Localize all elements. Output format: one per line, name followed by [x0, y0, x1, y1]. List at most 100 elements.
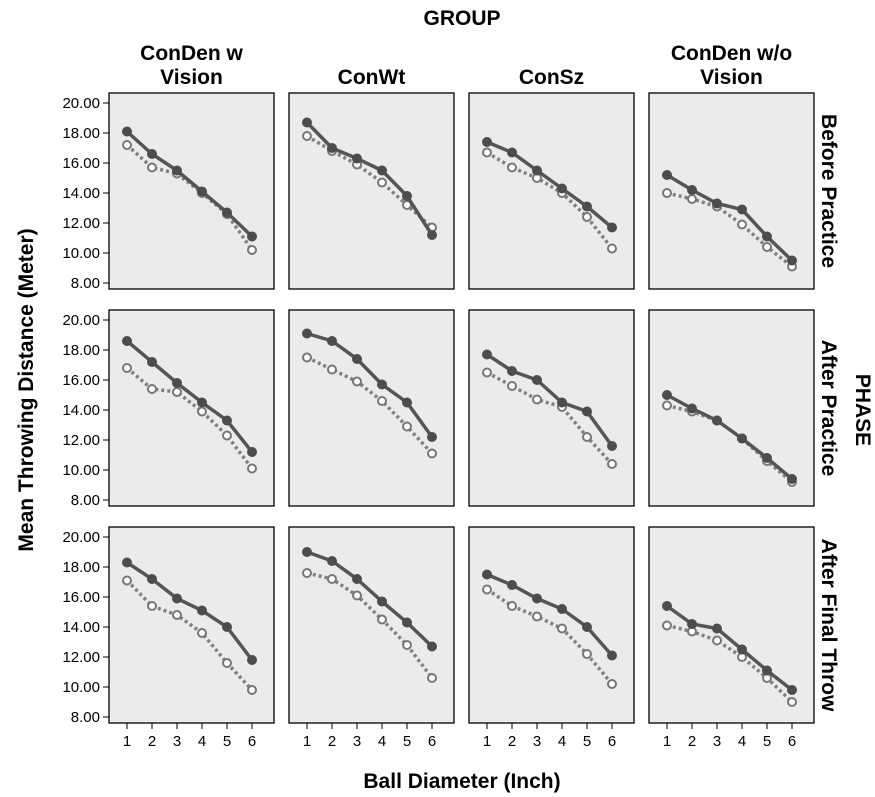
data-point-solid: [327, 336, 337, 346]
data-point-solid: [557, 183, 567, 194]
data-point-open: [302, 568, 312, 578]
x-tick-label: 6: [248, 733, 256, 750]
data-point-solid: [427, 641, 437, 652]
column-header-line2: ConSz: [519, 66, 584, 89]
y-tick-label: 14.00: [62, 619, 100, 636]
data-point-open: [352, 376, 362, 387]
data-point-open: [327, 574, 337, 584]
x-tick-label: 3: [353, 733, 361, 750]
data-point-solid: [352, 574, 362, 584]
data-point-open: [402, 421, 412, 432]
data-point-open: [247, 463, 257, 474]
data-point-solid: [482, 137, 492, 147]
data-point-solid: [197, 605, 207, 616]
data-point-solid: [787, 474, 797, 484]
data-point-solid: [222, 207, 232, 218]
data-point-solid: [482, 349, 492, 360]
x-tick-label: 1: [303, 733, 311, 750]
data-point-solid: [762, 453, 772, 463]
x-tick-label: 1: [123, 733, 131, 750]
y-tick-label: 16.00: [62, 155, 100, 172]
data-point-open: [787, 697, 797, 707]
data-point-solid: [172, 165, 182, 176]
data-point-solid: [737, 433, 747, 444]
panel-background: [108, 92, 275, 290]
data-point-open: [532, 611, 542, 622]
x-tick-label: 1: [483, 733, 491, 750]
data-point-open: [482, 367, 492, 378]
data-point-solid: [402, 191, 412, 201]
data-point-solid: [607, 441, 617, 451]
data-point-open: [427, 673, 437, 683]
data-point-solid: [737, 644, 747, 655]
column-header-line1: ConDen w: [140, 42, 243, 65]
data-point-solid: [582, 201, 592, 212]
y-tick-label: 8.00: [71, 275, 100, 292]
y-tick-label: 12.00: [62, 432, 100, 449]
y-tick-label: 10.00: [62, 245, 100, 262]
data-point-solid: [377, 165, 387, 176]
data-point-open: [147, 162, 157, 173]
data-point-solid: [482, 569, 492, 580]
data-point-open: [687, 194, 697, 204]
panel-background: [288, 92, 455, 290]
x-axis-label: Ball Diameter (Inch): [363, 770, 560, 793]
data-point-solid: [687, 403, 697, 414]
data-point-solid: [222, 622, 232, 632]
data-point-solid: [687, 185, 697, 195]
x-tick-label: 4: [558, 733, 566, 750]
series-line-dotted: [125, 366, 254, 470]
data-point-open: [402, 640, 412, 650]
x-tick-label: 4: [738, 733, 746, 750]
panel-background: [108, 309, 275, 507]
y-tick-label: 8.00: [71, 709, 100, 726]
data-point-open: [302, 131, 312, 141]
data-point-solid: [712, 623, 722, 634]
x-tick-label: 2: [688, 733, 696, 750]
data-point-open: [352, 590, 362, 601]
data-point-solid: [222, 415, 232, 426]
data-point-solid: [532, 593, 542, 604]
data-point-open: [197, 406, 207, 417]
data-point-open: [507, 162, 517, 173]
data-point-open: [662, 620, 672, 631]
column-header-line1: ConDen w/o: [671, 42, 792, 65]
series-line-dotted: [125, 579, 254, 692]
x-tick-label: 3: [713, 733, 721, 750]
x-tick-label: 6: [788, 733, 796, 750]
series-line-dotted: [666, 623, 794, 704]
data-point-open: [507, 381, 517, 391]
y-tick-label: 14.00: [62, 185, 100, 202]
data-point-open: [147, 601, 157, 611]
y-tick-label: 16.00: [62, 589, 100, 606]
data-point-solid: [762, 231, 772, 242]
data-point-solid: [147, 149, 157, 159]
y-tick-label: 12.00: [62, 649, 100, 666]
data-point-open: [582, 649, 592, 659]
data-point-open: [607, 679, 617, 689]
data-point-solid: [762, 665, 772, 676]
x-tick-label: 2: [328, 733, 336, 750]
data-point-open: [662, 400, 672, 411]
data-point-open: [122, 575, 132, 586]
y-tick-label: 18.00: [62, 125, 100, 142]
data-point-open: [762, 242, 772, 252]
data-point-open: [327, 364, 337, 375]
data-point-solid: [607, 650, 617, 661]
panel-background: [468, 92, 635, 290]
data-point-open: [247, 685, 257, 695]
data-point-solid: [737, 204, 747, 215]
y-tick-label: 14.00: [62, 402, 100, 419]
row-header: Before Practice: [817, 114, 840, 268]
data-point-solid: [352, 354, 362, 364]
data-point-solid: [507, 147, 517, 158]
series-line-solid: [125, 130, 254, 238]
data-point-solid: [172, 378, 182, 388]
data-point-open: [172, 387, 182, 397]
data-point-solid: [712, 415, 722, 426]
data-point-solid: [507, 580, 517, 590]
y-tick-label: 10.00: [62, 462, 100, 479]
data-point-solid: [302, 547, 312, 557]
